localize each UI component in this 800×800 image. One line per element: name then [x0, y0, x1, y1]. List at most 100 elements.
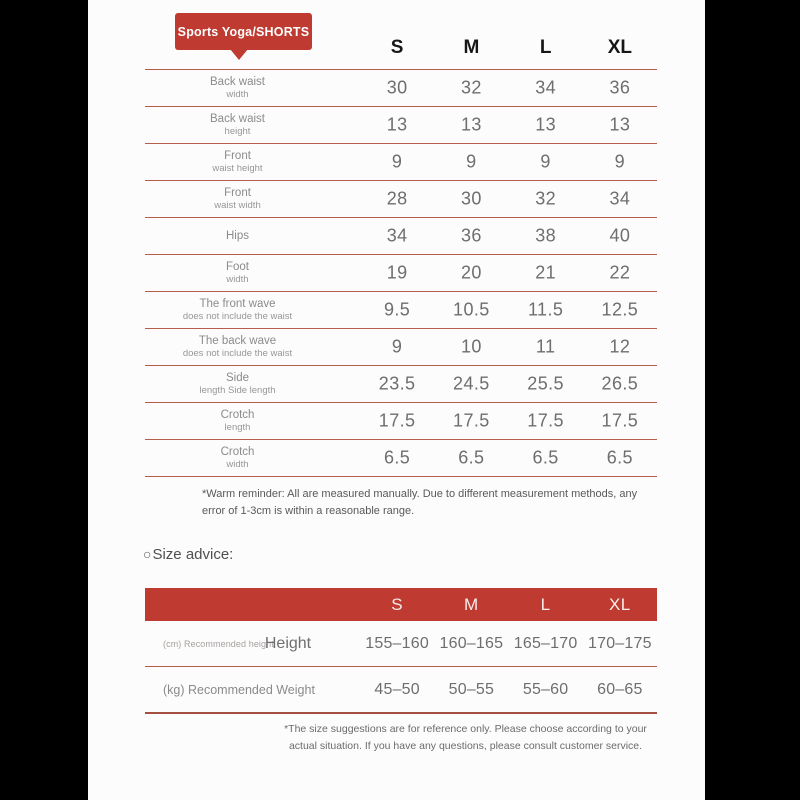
row-values: 23.5 24.5 25.5 26.5	[360, 374, 657, 395]
advice-size-column-header: S	[391, 594, 404, 614]
value-cell: 17.5	[601, 410, 639, 431]
row-values: 9.5 10.5 11.5 12.5	[360, 300, 657, 321]
row-label: Front waist height	[145, 149, 330, 175]
row-label: Crotch width	[145, 445, 330, 471]
table-row: The back wave does not include the waist…	[145, 328, 657, 365]
row-label-line1: The front wave	[199, 298, 276, 311]
value-cell: 32	[460, 77, 482, 98]
row-label-line2: width	[226, 274, 249, 286]
weight-row: (kg) Recommended Weight 45–50 50–55 55–6…	[145, 667, 657, 713]
value-cell: 9	[391, 336, 403, 357]
advice-size-column-header: XL	[608, 594, 631, 614]
height-values: 155–160 160–165 165–170 170–175	[360, 635, 657, 653]
value-cell: 22	[609, 262, 631, 283]
value-cell: 17.5	[527, 410, 564, 431]
row-values: 6.5 6.5 6.5 6.5	[360, 448, 657, 469]
advice-size-column-header: L	[540, 594, 551, 614]
value-cell: 34	[535, 77, 557, 98]
size-advice-heading-label: Size advice:	[152, 546, 234, 563]
height-label: Height	[264, 635, 312, 652]
value-cell: 30	[460, 188, 482, 209]
value-cell: 20	[460, 262, 482, 283]
divider	[145, 712, 657, 714]
row-label: The back wave does not include the waist	[145, 334, 330, 360]
size-column-header: L	[539, 37, 552, 58]
size-advice-footnote: *The size suggestions are for reference …	[284, 723, 647, 752]
tag-pointer-icon	[230, 49, 248, 60]
row-values: 9 9 9 9	[360, 152, 657, 173]
value-cell: 40	[609, 225, 631, 246]
row-label-line1: Side	[225, 372, 250, 385]
value-cell: 38	[535, 225, 557, 246]
row-values: 28 30 32 34	[360, 189, 657, 210]
table-row: Back waist height 13 13 13 13	[145, 106, 657, 143]
value-cell: 23.5	[378, 373, 416, 394]
height-value-cell: 165–170	[513, 635, 578, 652]
value-cell: 6.5	[458, 447, 485, 468]
weight-value-cell: 60–65	[597, 681, 643, 698]
table-row: Front waist height 9 9 9 9	[145, 143, 657, 180]
height-row: (cm) Recommended height Height 155–160 1…	[145, 621, 657, 667]
weight-values: 45–50 50–55 55–60 60–65	[360, 681, 657, 699]
advice-header-bar: S M L XL	[145, 588, 657, 621]
row-label-line2: width	[226, 459, 249, 471]
value-cell: 28	[386, 188, 408, 209]
weight-unit-label: (kg) Recommended Weight	[163, 683, 315, 697]
value-cell: 13	[609, 114, 631, 135]
value-cell: 17.5	[453, 410, 490, 431]
size-column-header: XL	[607, 37, 633, 58]
value-cell: 25.5	[527, 373, 564, 394]
height-unit-label: (cm) Recommended height	[163, 639, 274, 649]
value-cell: 32	[535, 188, 557, 209]
value-cell: 6.5	[532, 447, 559, 468]
advice-size-columns: S M L XL	[360, 588, 657, 621]
row-label-line1: Back waist	[210, 76, 265, 89]
value-cell: 9	[466, 151, 477, 172]
height-value-cell: 170–175	[588, 635, 652, 652]
table-row: Crotch width 6.5 6.5 6.5 6.5	[145, 439, 657, 477]
advice-size-column-header: M	[464, 594, 479, 614]
size-advice-heading: ○Size advice:	[143, 546, 233, 563]
value-cell: 30	[386, 77, 408, 98]
warm-reminder-text: *Warm reminder: All are measured manuall…	[202, 488, 638, 518]
weight-value-cell: 55–60	[522, 681, 569, 698]
value-cell: 10.5	[453, 299, 490, 320]
row-label-line2: length	[224, 422, 251, 434]
value-cell: 13	[386, 114, 408, 135]
row-label-line2: height	[224, 126, 251, 138]
table-row: The front wave does not include the wais…	[145, 291, 657, 328]
table-row: Back waist width 30 32 34 36	[145, 69, 657, 106]
value-cell: 19	[386, 262, 408, 283]
row-values: 13 13 13 13	[360, 115, 657, 136]
circle-bullet-icon: ○	[143, 546, 152, 562]
value-cell: 9.5	[384, 299, 411, 320]
product-tag: Sports Yoga/SHORTS	[175, 13, 312, 50]
table-row: Side length Side length 23.5 24.5 25.5 2…	[145, 365, 657, 402]
row-label: Foot width	[145, 260, 330, 286]
value-cell: 24.5	[453, 373, 490, 394]
row-label: The front wave does not include the wais…	[145, 297, 330, 323]
value-cell: 34	[609, 188, 631, 209]
row-label: Side length Side length	[145, 371, 330, 397]
row-label-line1: Back waist	[210, 113, 265, 126]
value-cell: 9	[391, 151, 403, 172]
table-row: Foot width 19 20 21 22	[145, 254, 657, 291]
divider	[145, 666, 657, 667]
row-label-line1: Front	[224, 150, 251, 163]
row-label-line2: waist width	[214, 200, 261, 212]
row-label-line1: Crotch	[220, 446, 255, 459]
value-cell: 6.5	[606, 447, 633, 468]
size-column-header: M	[463, 37, 480, 58]
height-value-cell: 160–165	[439, 635, 504, 652]
row-label-line2: does not include the waist	[182, 348, 293, 360]
row-label-line1: Hips	[225, 229, 249, 242]
row-values: 19 20 21 22	[360, 263, 657, 284]
row-label: Hips	[145, 229, 330, 243]
row-label-line1: The back wave	[198, 335, 277, 348]
row-label-line2: does not include the waist	[182, 311, 293, 323]
value-cell: 13	[460, 114, 482, 135]
value-cell: 26.5	[601, 373, 639, 394]
row-label-line1: Crotch	[220, 409, 255, 422]
size-column-header: S	[390, 37, 404, 58]
